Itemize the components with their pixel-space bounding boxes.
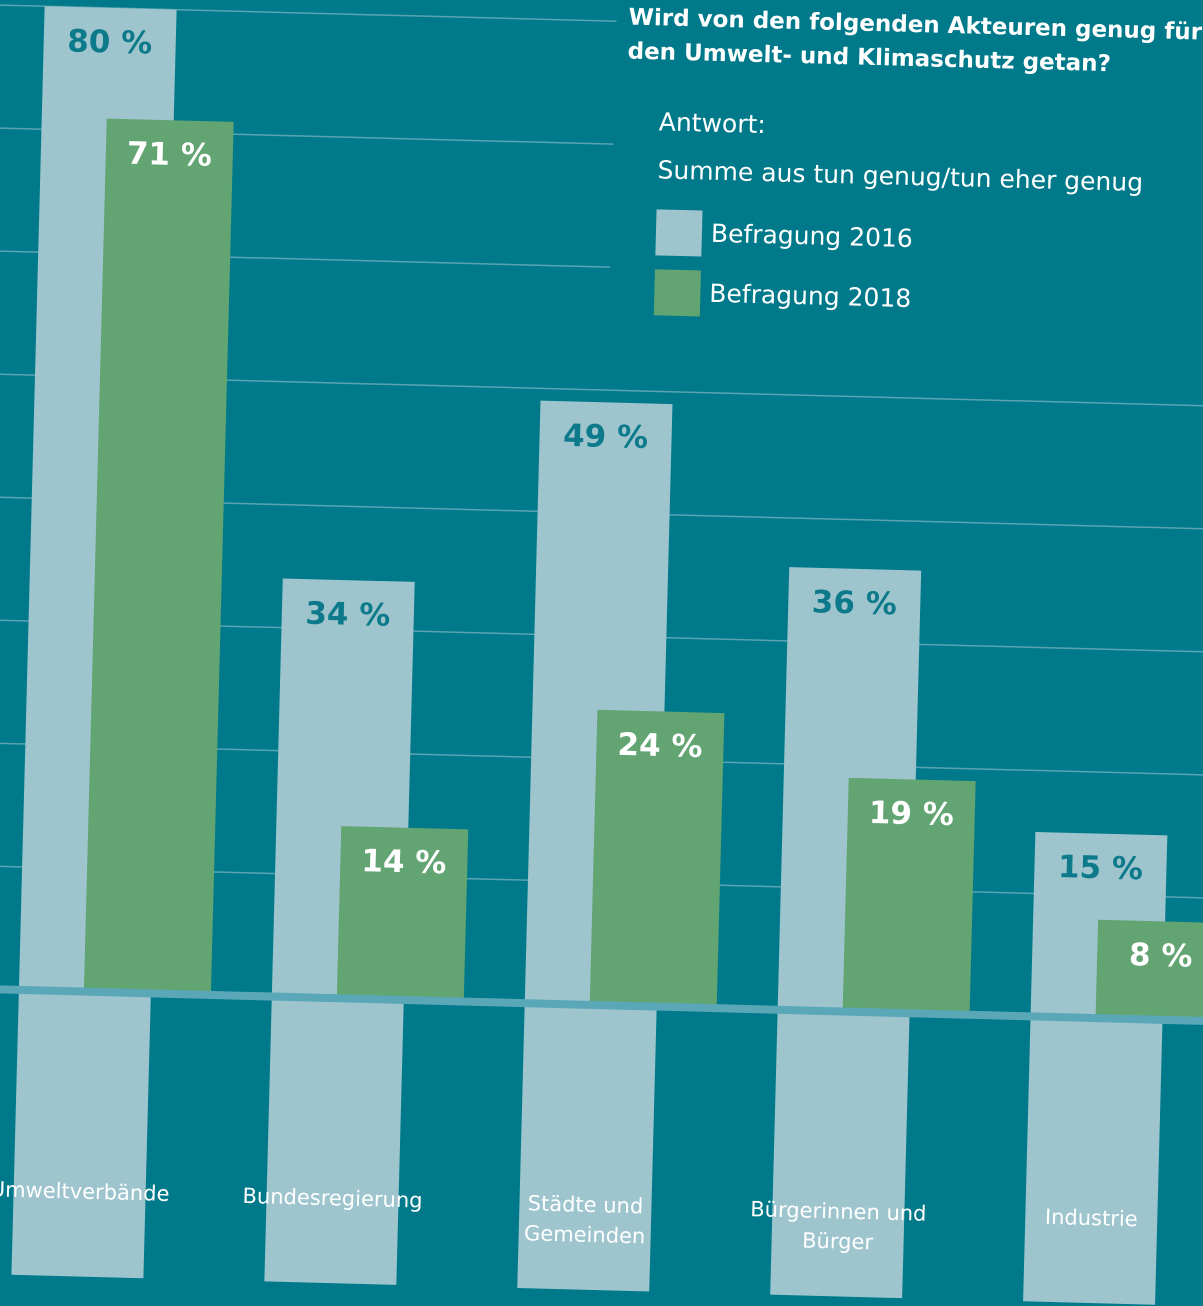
baseline: [0, 984, 1203, 1026]
legend-label: Befragung 2018: [709, 279, 912, 313]
value-label: 80 %: [67, 23, 153, 61]
category-box: [517, 1003, 657, 1292]
x-tick-label: Bundesregierung: [242, 1183, 423, 1213]
x-tick-label-box: Umweltverbände: [0, 1177, 170, 1206]
x-tick-label-box: Industrie: [1044, 1204, 1138, 1232]
category-box: [770, 1009, 910, 1299]
x-tick-label-box: Bürgerinnen und Bürger: [750, 1197, 927, 1255]
answer-label: Antwort:: [658, 107, 766, 139]
value-label: 14 %: [361, 843, 447, 881]
x-tick-label: Umweltverbände: [0, 1177, 170, 1206]
value-label: 8 %: [1129, 937, 1193, 975]
value-label: 34 %: [305, 596, 391, 634]
chart-title-box: Wird von den folgenden Akteuren genug fü…: [627, 4, 1203, 78]
value-label: 36 %: [811, 584, 897, 622]
value-label: 49 %: [563, 418, 649, 456]
category-box: [11, 989, 151, 1279]
bar: [589, 709, 725, 1009]
chart-title: Wird von den folgenden Akteuren genug fü…: [627, 4, 1203, 78]
x-tick-label: Städte und Gemeinden: [523, 1191, 646, 1249]
value-label: 71 %: [126, 136, 212, 174]
category-box: [1023, 1016, 1163, 1305]
bar: [842, 777, 976, 1015]
legend-swatch: [653, 269, 701, 317]
bar: [83, 118, 234, 995]
x-tick-label-box: Bundesregierung: [242, 1183, 423, 1213]
value-label: 15 %: [1058, 849, 1144, 887]
x-tick-label: Bürgerinnen und Bürger: [750, 1197, 927, 1255]
x-tick-label: Industrie: [1044, 1204, 1138, 1232]
value-label: 19 %: [868, 795, 954, 833]
x-tick-label-box: Städte und Gemeinden: [523, 1191, 646, 1249]
category-box: [264, 996, 404, 1285]
legend-label: Befragung 2016: [711, 219, 914, 253]
bar: [336, 826, 469, 1002]
legend-swatch: [655, 209, 703, 257]
bar: [1095, 919, 1203, 1022]
value-label: 24 %: [617, 727, 703, 765]
